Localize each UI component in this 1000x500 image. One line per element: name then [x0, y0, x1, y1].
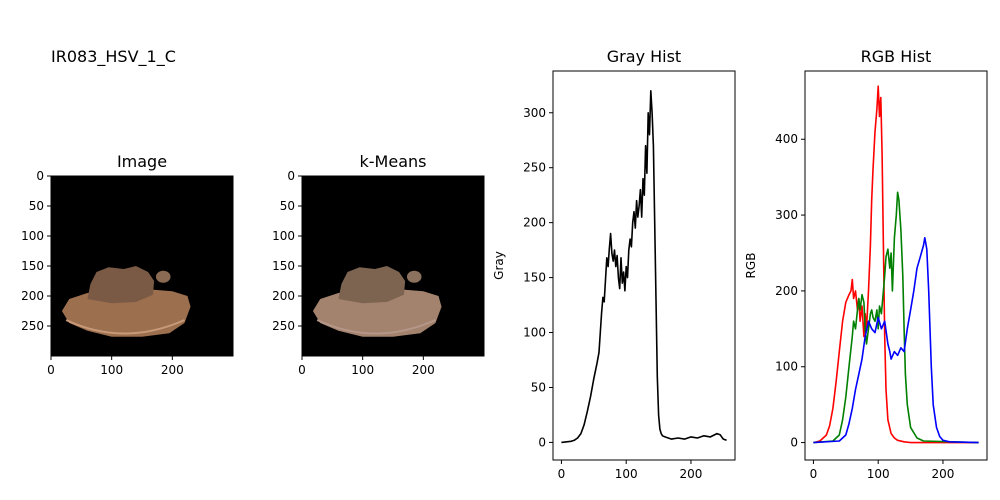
series-group [813, 85, 979, 444]
axes-frame [301, 175, 485, 357]
series-line-2 [813, 237, 979, 444]
y-tick-label: 150 [523, 271, 546, 285]
sample-object [312, 266, 442, 337]
x-tick-label: 0 [47, 363, 55, 377]
figure-title: IR083_HSV_1_C [51, 47, 176, 66]
series-group [561, 90, 727, 444]
panel-title: Gray Hist [607, 47, 681, 66]
object-lower-lobe [61, 288, 191, 337]
panel-title: RGB Hist [861, 47, 932, 66]
x-tick-label: 200 [412, 363, 435, 377]
y-tick-label: 300 [775, 208, 798, 222]
x-tick-label: 100 [615, 467, 638, 481]
y-tick-label: 200 [775, 284, 798, 298]
y-axis-label: RGB [744, 253, 758, 279]
image-panel: Image 0 100 200 0 50 100 150 200 250 [21, 152, 234, 377]
object-rim [316, 319, 436, 335]
panel-title: Image [117, 152, 167, 171]
y-tick-label: 200 [21, 289, 44, 303]
x-tick-label: 100 [867, 467, 890, 481]
axes-frame [552, 70, 736, 461]
y-tick-label: 200 [272, 289, 295, 303]
object-upper-lobe [338, 266, 406, 304]
series-line-0 [561, 90, 727, 444]
axes-frame [804, 70, 988, 461]
y-tick-label: 400 [775, 132, 798, 146]
axes-frame [50, 175, 234, 357]
y-tick-label: 300 [523, 106, 546, 120]
object-small-blob [155, 270, 171, 283]
y-tick-label: 250 [21, 319, 44, 333]
y-tick-label: 0 [790, 436, 798, 450]
y-axis-label: Gray [492, 251, 506, 280]
panel-title: k-Means [360, 152, 427, 171]
x-tick-label: 200 [932, 467, 955, 481]
y-tick-label: 250 [272, 319, 295, 333]
axes-background [553, 71, 735, 460]
x-tick-label: 100 [100, 363, 123, 377]
object-rim [65, 319, 185, 335]
y-tick-label: 100 [272, 229, 295, 243]
series-line-1 [813, 191, 979, 444]
y-tick-label: 100 [523, 326, 546, 340]
object-lower-lobe [312, 288, 442, 337]
x-tick-label: 100 [351, 363, 374, 377]
object-upper-lobe [87, 266, 155, 304]
y-tick-label: 200 [523, 216, 546, 230]
gray-hist-panel: Gray Hist 0 100 200 0 50 100 150 200 250 300 Gray [492, 47, 736, 481]
x-tick-label: 200 [161, 363, 184, 377]
y-tick-label: 150 [272, 259, 295, 273]
x-tick-label: 0 [810, 467, 818, 481]
y-tick-label: 0 [538, 435, 546, 449]
y-tick-label: 50 [29, 199, 44, 213]
x-tick-label: 0 [558, 467, 566, 481]
y-tick-label: 50 [531, 380, 546, 394]
sample-object [61, 266, 191, 337]
axes-background [805, 71, 987, 460]
rgb-hist-panel: RGB Hist 0 100 200 0 100 200 300 400 RGB [744, 47, 988, 481]
y-tick-label: 50 [280, 199, 295, 213]
x-tick-label: 200 [680, 467, 703, 481]
object-small-blob [406, 270, 422, 283]
y-tick-label: 0 [287, 169, 295, 183]
y-tick-label: 150 [21, 259, 44, 273]
y-tick-label: 250 [523, 161, 546, 175]
y-tick-label: 0 [36, 169, 44, 183]
series-line-0 [813, 85, 979, 444]
kmeans-panel: k-Means 0 100 200 0 50 100 150 200 250 [272, 152, 485, 377]
y-tick-label: 100 [21, 229, 44, 243]
y-tick-label: 100 [775, 360, 798, 374]
x-tick-label: 0 [298, 363, 306, 377]
